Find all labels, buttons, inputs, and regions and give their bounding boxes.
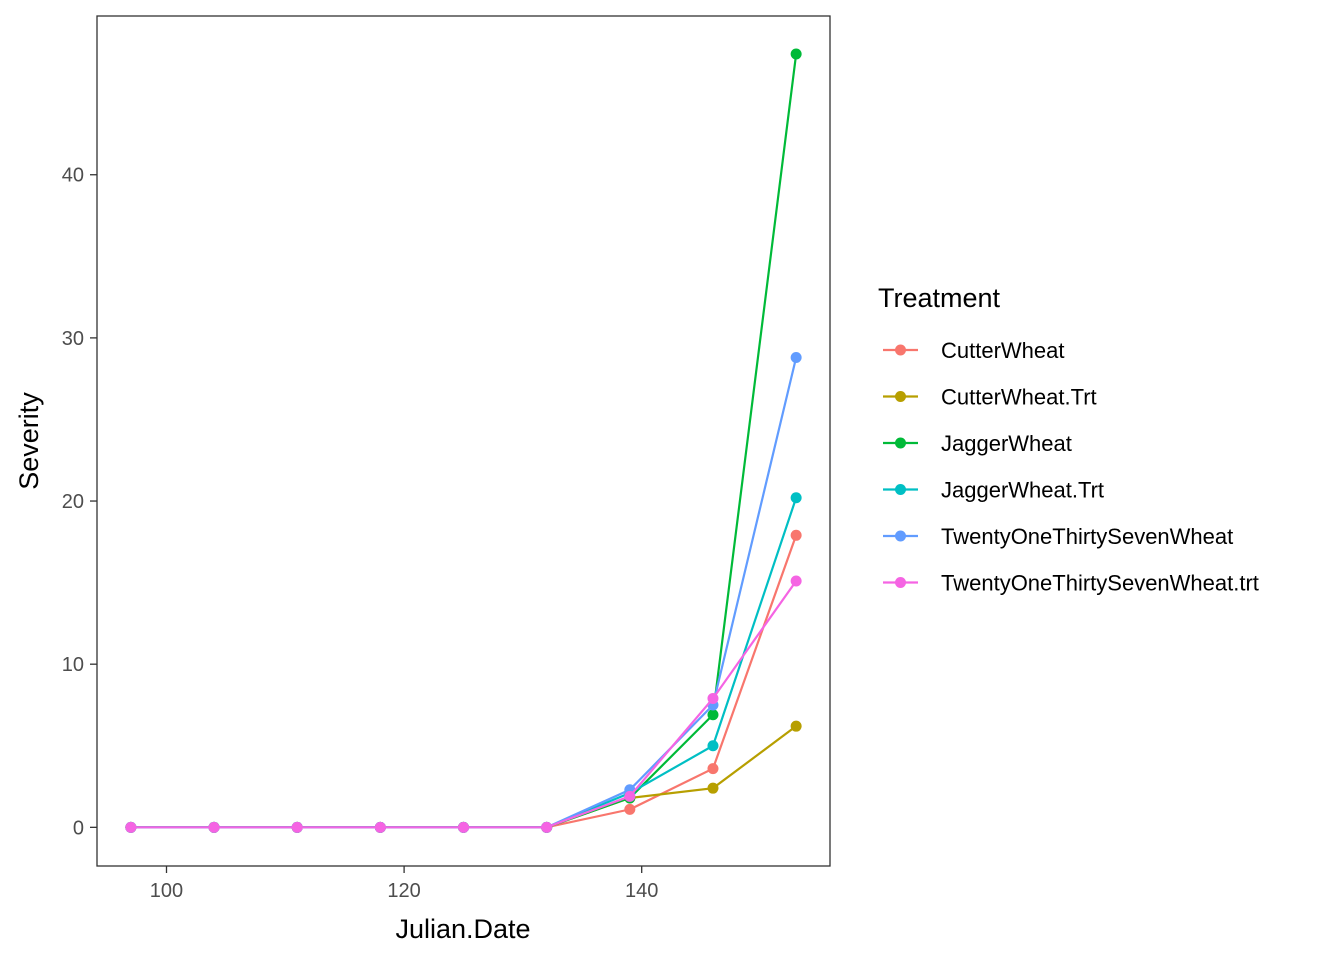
x-tick-label: 100 <box>150 880 183 902</box>
y-tick-label: 20 <box>62 491 84 513</box>
data-point <box>291 821 303 833</box>
legend-key-point <box>895 484 906 495</box>
x-axis-title: Julian.Date <box>395 914 530 944</box>
legend-label: TwentyOneThirtySevenWheat <box>941 524 1233 549</box>
legend-key-point <box>895 391 906 402</box>
plot-panel <box>96 15 831 867</box>
legend-label: CutterWheat <box>941 338 1065 363</box>
legend-item: TwentyOneThirtySevenWheat.trt <box>883 571 1259 596</box>
data-point <box>624 803 636 815</box>
legend-item: CutterWheat <box>883 338 1065 363</box>
legend-key-point <box>895 530 906 542</box>
data-point <box>208 821 220 833</box>
data-point <box>374 821 386 833</box>
x-axis: 100 120 140 <box>150 866 658 902</box>
series-layer <box>125 48 802 833</box>
series-TwentyOneThirtySevenWheat.trt <box>125 575 802 833</box>
legend-key-point <box>895 344 906 356</box>
data-point <box>707 763 719 775</box>
y-tick-label: 0 <box>73 817 84 839</box>
data-point <box>707 740 719 752</box>
x-tick-label: 140 <box>625 880 658 902</box>
data-point <box>790 492 802 504</box>
legend-key-point <box>895 577 906 588</box>
legend-label: CutterWheat.Trt <box>941 385 1097 410</box>
data-point <box>790 720 802 732</box>
legend-item: JaggerWheat <box>883 431 1072 456</box>
legend-label: TwentyOneThirtySevenWheat.trt <box>941 571 1259 596</box>
data-point <box>541 821 553 833</box>
legend-label: JaggerWheat <box>941 431 1072 456</box>
data-point <box>790 575 802 587</box>
y-tick-label: 40 <box>62 165 84 187</box>
legend-item: TwentyOneThirtySevenWheat <box>883 524 1233 549</box>
y-axis: 0 10 20 30 40 <box>62 165 97 839</box>
legend: Treatment CutterWheat CutterWheat.Trt Jagg… <box>878 283 1259 596</box>
legend-label: JaggerWheat.Trt <box>941 478 1104 503</box>
data-point <box>790 529 802 541</box>
legend-item: CutterWheat.Trt <box>883 385 1097 410</box>
data-point <box>707 782 719 794</box>
data-point <box>458 821 469 833</box>
y-tick-label: 30 <box>62 328 84 350</box>
legend-key-point <box>895 437 906 449</box>
data-point <box>790 351 802 363</box>
data-point <box>707 692 719 704</box>
data-point <box>624 790 636 802</box>
legend-title: Treatment <box>878 283 1001 313</box>
data-point <box>790 48 802 60</box>
y-tick-label: 10 <box>62 654 84 676</box>
y-axis-title: Severity <box>14 392 44 490</box>
data-point <box>707 709 719 721</box>
data-point <box>125 821 137 833</box>
legend-item: JaggerWheat.Trt <box>883 478 1104 503</box>
x-tick-label: 120 <box>387 880 420 902</box>
